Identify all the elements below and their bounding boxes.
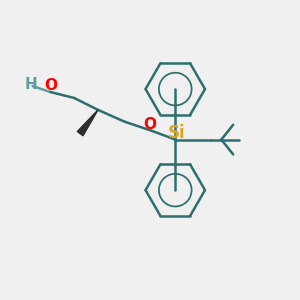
- Text: Si: Si: [168, 124, 186, 142]
- Text: H: H: [25, 77, 38, 92]
- Text: O: O: [44, 78, 57, 93]
- Text: O: O: [143, 117, 157, 132]
- Polygon shape: [77, 110, 98, 136]
